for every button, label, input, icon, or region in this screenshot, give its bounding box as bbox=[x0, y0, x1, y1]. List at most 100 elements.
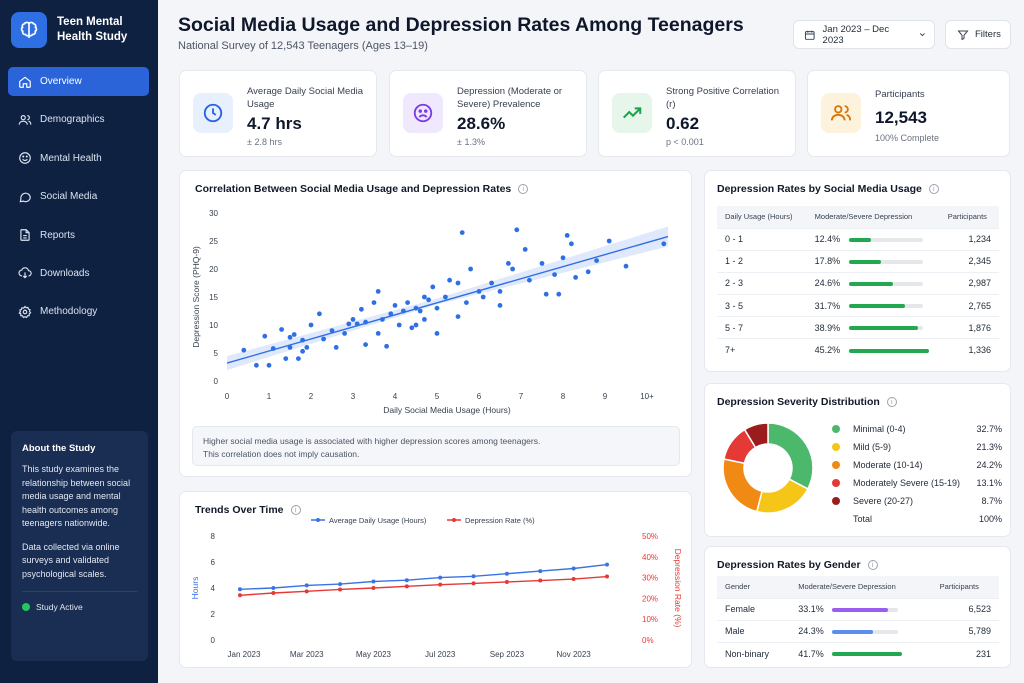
legend-item: Mild (5-9) 21.3% bbox=[832, 438, 1002, 456]
depression-point bbox=[471, 581, 476, 586]
severity-card: Depression Severity Distribution i Minim… bbox=[704, 383, 1011, 537]
trends-card: Trends Over Time i Average Daily Usage (… bbox=[179, 491, 692, 668]
nav-item-mental-health[interactable]: Mental Health bbox=[8, 144, 149, 173]
scatter-point bbox=[434, 331, 440, 336]
usage-point bbox=[471, 574, 476, 579]
table-row[interactable]: Female 33.1% 6,523 bbox=[717, 597, 999, 621]
donut-slice[interactable] bbox=[755, 478, 809, 514]
gender-table-title: Depression Rates by Gender i bbox=[717, 559, 878, 571]
kpi-value: 4.7 hrs bbox=[247, 114, 302, 133]
depression-point bbox=[571, 577, 576, 582]
trend-up-icon bbox=[612, 93, 652, 133]
usage-point bbox=[271, 586, 276, 590]
depression-pct: 24.3% bbox=[798, 626, 824, 637]
trends-title-text: Trends Over Time bbox=[195, 504, 284, 516]
nav-item-overview[interactable]: Overview bbox=[8, 67, 149, 96]
scatter-point bbox=[464, 300, 469, 305]
usage-table: Daily Usage (Hours) Moderate/Severe Depr… bbox=[717, 206, 999, 362]
gender-cell: Male bbox=[717, 619, 791, 643]
scatter-point bbox=[241, 347, 247, 353]
gender-table-title-text: Depression Rates by Gender bbox=[717, 559, 861, 571]
nav-item-demographics[interactable]: Demographics bbox=[8, 105, 149, 134]
x-tick-label: 2 bbox=[309, 392, 314, 401]
nav-item-downloads[interactable]: Downloads bbox=[8, 259, 149, 288]
y-tick-label: 20 bbox=[209, 265, 218, 274]
legend-label: Mild (5-9) bbox=[853, 442, 892, 452]
table-row[interactable]: 1 - 2 17.8% 2,345 bbox=[717, 249, 999, 273]
kpi-label: Average Daily Social Media Usage bbox=[247, 86, 363, 110]
depression-cell: 38.9% bbox=[806, 316, 940, 339]
info-icon[interactable]: i bbox=[518, 184, 529, 194]
depression-point bbox=[304, 589, 309, 594]
table-row[interactable]: 5 - 7 38.9% 1,876 bbox=[717, 316, 999, 339]
legend-pct: 32.7% bbox=[976, 424, 1002, 434]
legend-item: Severe (20-27) 8.7% bbox=[832, 492, 1002, 510]
nav-item-social-media[interactable]: Social Media bbox=[8, 182, 149, 211]
progress-bar-fill bbox=[832, 607, 889, 612]
column-header: Participants bbox=[939, 206, 999, 228]
right-tick-label: 10% bbox=[642, 615, 658, 624]
scatter-point bbox=[455, 314, 461, 319]
date-range-button[interactable]: Jan 2023 – Dec 2023 bbox=[793, 20, 935, 49]
x-tick-label: Jul 2023 bbox=[425, 650, 456, 659]
trend-chart: Average Daily Usage (Hours) Depression Ra… bbox=[190, 516, 683, 659]
x-tick-label: Mar 2023 bbox=[290, 650, 324, 659]
x-tick-label: 7 bbox=[519, 392, 524, 401]
right-axis-label: Depression Rate (%) bbox=[673, 549, 683, 628]
progress-bar bbox=[832, 629, 899, 634]
depression-pct: 12.4% bbox=[814, 234, 841, 245]
info-icon[interactable]: i bbox=[867, 560, 878, 570]
clock-icon bbox=[193, 93, 233, 133]
left-tick-label: 2 bbox=[211, 610, 216, 619]
usage-cell: 7+ bbox=[717, 338, 807, 362]
nav-label: Methodology bbox=[40, 306, 98, 318]
scatter-point bbox=[363, 342, 368, 347]
nav-item-methodology[interactable]: Methodology bbox=[8, 297, 149, 326]
depression-point bbox=[404, 584, 409, 589]
scatter-point bbox=[392, 303, 398, 308]
scatter-point bbox=[422, 294, 427, 300]
x-tick-label: 10+ bbox=[640, 392, 654, 401]
depression-pct: 38.9% bbox=[814, 322, 841, 333]
donut-slice[interactable] bbox=[743, 422, 769, 449]
progress-bar-fill bbox=[848, 304, 905, 309]
scatter-point bbox=[375, 289, 381, 294]
scatter-point bbox=[623, 263, 629, 269]
scatter-card: Correlation Between Social Media Usage a… bbox=[179, 170, 692, 477]
scatter-point bbox=[371, 300, 377, 305]
table-row[interactable]: Male 24.3% 5,789 bbox=[717, 619, 999, 643]
usage-table-title-text: Depression Rates by Social Media Usage bbox=[717, 183, 922, 195]
table-row[interactable]: 7+ 45.2% 1,336 bbox=[717, 338, 999, 362]
donut-slice[interactable] bbox=[722, 458, 763, 513]
y-tick-label: 25 bbox=[209, 237, 218, 246]
progress-bar bbox=[848, 304, 923, 309]
scatter-point bbox=[350, 317, 356, 322]
scatter-point bbox=[447, 277, 452, 283]
scatter-point bbox=[661, 241, 667, 247]
participants-cell: 231 bbox=[931, 641, 999, 665]
people-icon bbox=[821, 93, 861, 133]
brand[interactable]: Teen Mental Health Study bbox=[11, 12, 157, 48]
table-row[interactable]: Non-binary 41.7% 231 bbox=[717, 641, 999, 665]
severity-donut-chart bbox=[722, 422, 814, 514]
usage-table-card: Depression Rates by Social Media Usage i… bbox=[704, 170, 1011, 372]
page-subtitle: National Survey of 12,543 Teenagers (Age… bbox=[178, 40, 428, 52]
info-icon[interactable]: i bbox=[928, 184, 939, 194]
left-tick-label: 6 bbox=[211, 558, 216, 567]
nav-item-reports[interactable]: Reports bbox=[8, 221, 149, 250]
progress-bar-fill bbox=[848, 348, 929, 353]
table-row[interactable]: 3 - 5 31.7% 2,765 bbox=[717, 294, 999, 317]
depression-pct: 24.6% bbox=[814, 278, 841, 289]
filters-button[interactable]: Filters bbox=[945, 20, 1011, 49]
table-row[interactable]: 2 - 3 24.6% 2,987 bbox=[717, 271, 999, 295]
kpi-label: Strong Positive Correlation (r) bbox=[666, 86, 779, 110]
legend-pct: 13.1% bbox=[976, 478, 1002, 488]
info-icon[interactable]: i bbox=[290, 505, 301, 515]
legend-marker-usage bbox=[316, 518, 320, 522]
table-row[interactable]: 0 - 1 12.4% 1,234 bbox=[717, 227, 999, 251]
info-icon[interactable]: i bbox=[886, 397, 897, 407]
nav-label: Downloads bbox=[40, 267, 90, 279]
nav-label: Overview bbox=[40, 76, 82, 87]
usage-point bbox=[504, 571, 509, 576]
study-status: Study Active bbox=[22, 602, 137, 612]
